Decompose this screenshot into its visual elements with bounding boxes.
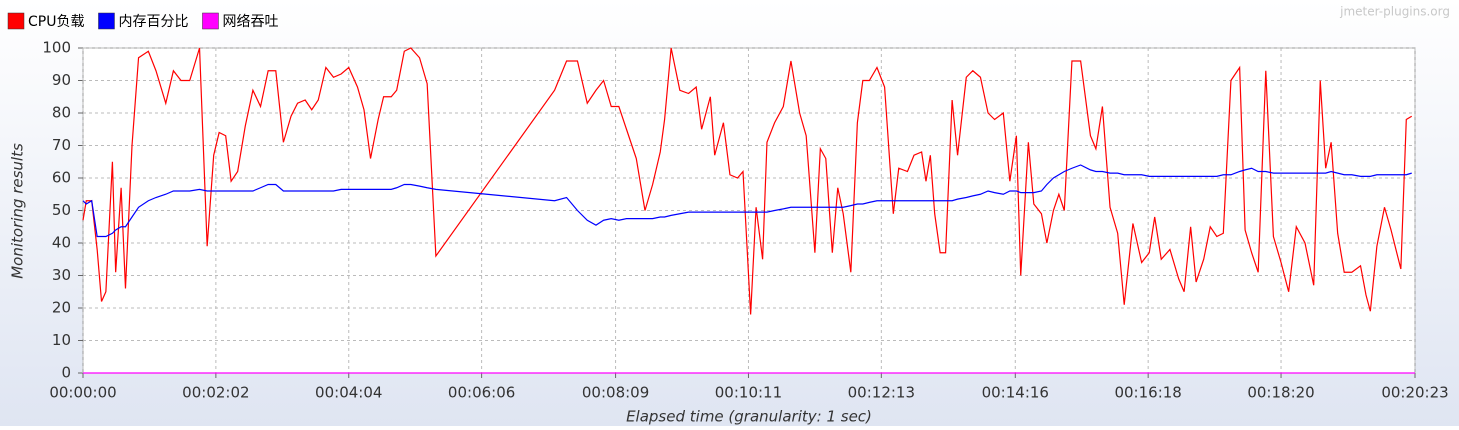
legend-swatch bbox=[202, 12, 219, 30]
x-tick-label: 00:16:18 bbox=[1114, 384, 1181, 402]
x-tick-label: 00:14:16 bbox=[982, 384, 1049, 402]
y-tick-label: 20 bbox=[52, 299, 71, 317]
y-tick-label: 0 bbox=[61, 364, 71, 382]
x-tick-label: 00:20:23 bbox=[1381, 384, 1448, 402]
legend-swatch bbox=[7, 12, 25, 30]
y-tick-label: 40 bbox=[52, 234, 71, 252]
y-tick-label: 90 bbox=[52, 71, 71, 89]
x-tick-label: 00:12:13 bbox=[848, 384, 915, 402]
y-tick-label: 30 bbox=[52, 266, 71, 284]
watermark: jmeter-plugins.org bbox=[1339, 5, 1450, 19]
y-tick-label: 10 bbox=[52, 331, 71, 349]
series-line bbox=[82, 47, 1413, 315]
y-axis-title: Monitoring results bbox=[9, 143, 27, 279]
legend-swatch bbox=[98, 12, 115, 30]
y-tick-label: 100 bbox=[42, 39, 71, 57]
x-tick-label: 00:06:06 bbox=[448, 384, 515, 402]
x-tick-label: 00:10:11 bbox=[715, 384, 782, 402]
x-tick-label: 00:00:00 bbox=[49, 384, 116, 402]
legend-label: 网络吞吐 bbox=[222, 14, 278, 30]
series-line bbox=[82, 164, 1412, 238]
x-axis-title: Elapsed time (granularity: 1 sec) bbox=[626, 408, 872, 426]
y-tick-label: 50 bbox=[52, 201, 71, 219]
legend-label: CPU负载 bbox=[28, 14, 84, 30]
y-tick-label: 70 bbox=[52, 136, 71, 154]
y-tick-label: 60 bbox=[52, 169, 71, 187]
x-tick-label: 00:18:20 bbox=[1247, 384, 1314, 402]
legend-label: 内存百分比 bbox=[118, 14, 188, 30]
x-tick-label: 00:08:09 bbox=[582, 384, 649, 402]
x-tick-label: 00:04:04 bbox=[315, 384, 382, 402]
x-tick-label: 00:02:02 bbox=[182, 384, 249, 402]
y-tick-label: 80 bbox=[52, 104, 71, 122]
